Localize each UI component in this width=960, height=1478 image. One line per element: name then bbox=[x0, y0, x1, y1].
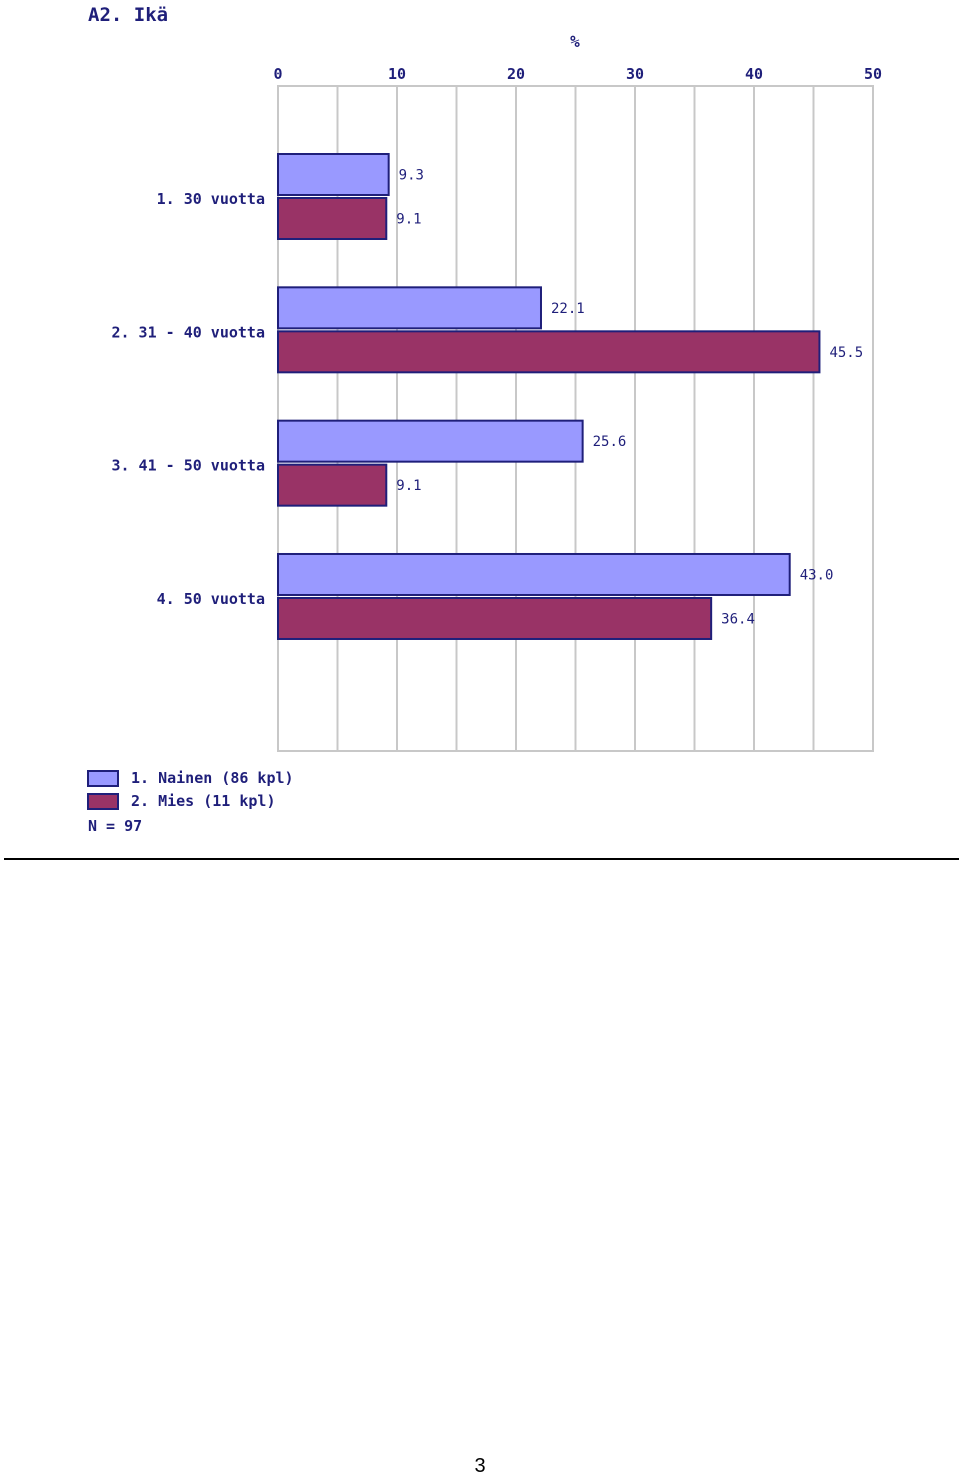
x-tick-label: 30 bbox=[626, 65, 644, 83]
data-label: 45.5 bbox=[829, 345, 863, 361]
data-label: 9.3 bbox=[399, 168, 424, 184]
chart-title: A2. Ikä bbox=[88, 4, 168, 26]
page-number: 3 bbox=[474, 1455, 486, 1477]
x-tick-label: 10 bbox=[388, 65, 406, 83]
bar-nainen bbox=[277, 153, 390, 196]
bar-mies bbox=[277, 330, 821, 374]
bar-mies bbox=[277, 463, 388, 507]
bar-chart: A2. Ikä % 0 10 20 30 40 50 9.3 9.1 22.1 45.5 25.6… bbox=[87, 4, 882, 835]
data-label: 9.1 bbox=[396, 212, 421, 228]
data-label: 9.1 bbox=[396, 478, 421, 494]
data-label: 25.6 bbox=[593, 434, 627, 450]
category-label: 4. 50 vuotta bbox=[157, 590, 265, 608]
legend-label: 2. Mies (11 kpl) bbox=[131, 792, 276, 810]
legend-label: 1. Nainen (86 kpl) bbox=[131, 769, 294, 787]
category-label: 2. 31 - 40 vuotta bbox=[111, 323, 265, 341]
category-label: 1. 30 vuotta bbox=[157, 190, 265, 208]
data-label: 43.0 bbox=[800, 567, 834, 583]
x-tick-label: 40 bbox=[745, 65, 763, 83]
x-tick-label: 50 bbox=[864, 65, 882, 83]
bar-nainen bbox=[277, 419, 584, 463]
sample-size-note: N = 97 bbox=[88, 817, 142, 835]
x-tick-label: 0 bbox=[273, 65, 282, 83]
data-label: 22.1 bbox=[551, 301, 585, 317]
bar-nainen bbox=[277, 552, 791, 596]
x-tick-label: 20 bbox=[507, 65, 525, 83]
page-divider bbox=[4, 858, 959, 860]
bar-mies bbox=[277, 197, 388, 240]
bar-mies bbox=[277, 596, 713, 640]
category-label: 3. 41 - 50 vuotta bbox=[111, 457, 265, 475]
legend-swatch bbox=[87, 770, 119, 787]
legend-swatch bbox=[87, 793, 119, 810]
x-axis-label: % bbox=[570, 32, 580, 51]
bar-nainen bbox=[277, 286, 542, 330]
plot-area-frame bbox=[277, 85, 874, 752]
data-label: 36.4 bbox=[721, 611, 755, 627]
